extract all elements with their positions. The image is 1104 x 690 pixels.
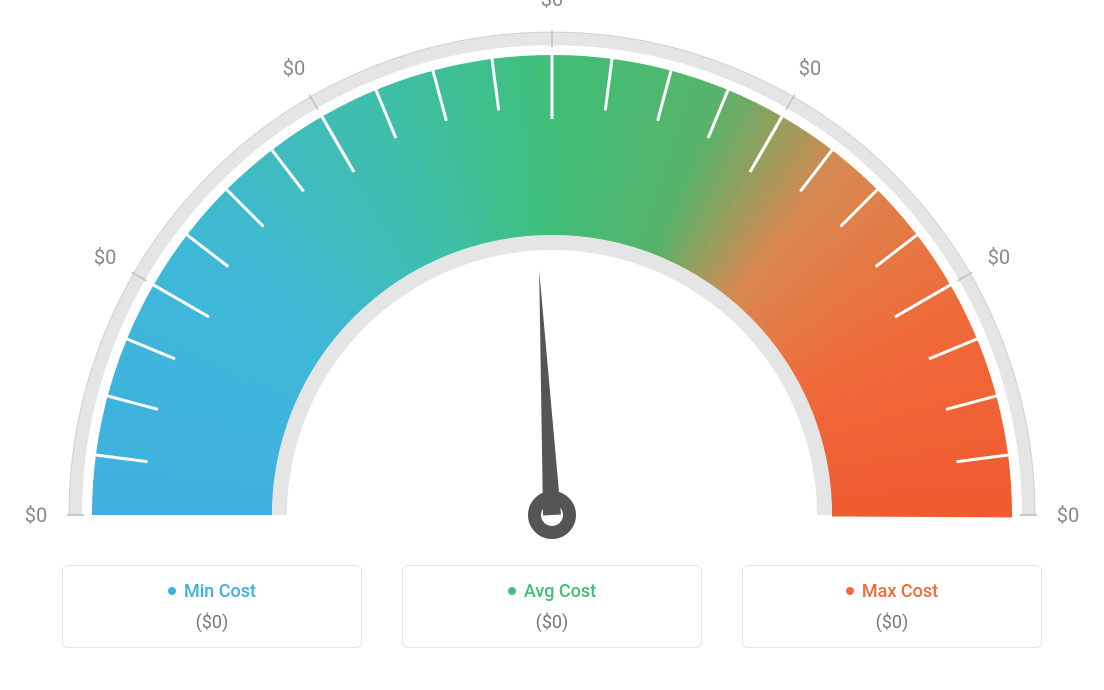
legend-value-max: ($0) — [755, 612, 1029, 633]
legend-row: Min Cost ($0) Avg Cost ($0) Max Cost ($0… — [0, 565, 1104, 648]
legend-label-max: Max Cost — [862, 581, 938, 602]
gauge-tick-label: $0 — [541, 0, 563, 11]
gauge-area: $0 $0 $0 $0 $0 $0 $0 — [0, 0, 1104, 555]
legend-box-avg: Avg Cost ($0) — [402, 565, 702, 648]
legend-box-max: Max Cost ($0) — [742, 565, 1042, 648]
gauge-tick-label: $0 — [1057, 503, 1079, 527]
legend-dot-min — [168, 587, 176, 595]
gauge-tick-label: $0 — [283, 56, 305, 80]
legend-value-min: ($0) — [75, 612, 349, 633]
gauge-needle — [539, 270, 561, 515]
gauge-chart-container: $0 $0 $0 $0 $0 $0 $0 Min Cost ($0) Avg Cost ($… — [0, 0, 1104, 690]
legend-title-max: Max Cost — [846, 581, 938, 602]
legend-title-avg: Avg Cost — [508, 581, 596, 602]
legend-dot-max — [846, 587, 854, 595]
legend-label-min: Min Cost — [184, 581, 256, 602]
gauge-tick-label: $0 — [25, 503, 47, 527]
legend-title-min: Min Cost — [168, 581, 256, 602]
legend-value-avg: ($0) — [415, 612, 689, 633]
legend-label-avg: Avg Cost — [524, 581, 596, 602]
gauge-tick-label: $0 — [799, 56, 821, 80]
gauge-svg — [0, 0, 1104, 555]
legend-box-min: Min Cost ($0) — [62, 565, 362, 648]
legend-dot-avg — [508, 587, 516, 595]
gauge-tick-label: $0 — [988, 245, 1010, 269]
gauge-tick-label: $0 — [94, 245, 116, 269]
